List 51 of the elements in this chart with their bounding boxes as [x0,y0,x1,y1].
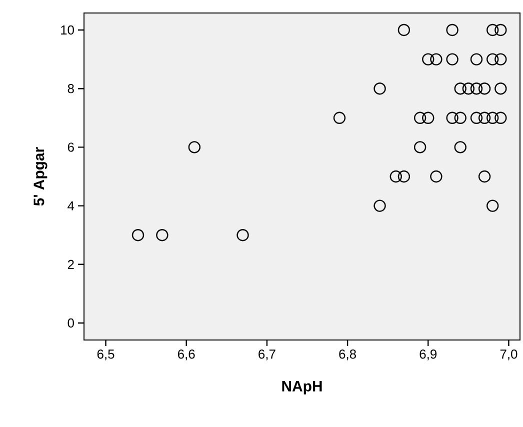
point [470,112,483,124]
point [470,82,483,95]
point [486,112,499,124]
point [446,112,458,124]
point [478,170,491,183]
point [486,24,499,36]
point [374,200,386,212]
point [454,112,466,124]
y-tick-label: 2 [68,260,74,269]
y-tick-label: 8 [68,84,74,94]
point [494,112,507,124]
point [486,200,499,212]
x-tick-label: 6,7 [258,350,276,360]
x-tick-label: 6,6 [178,350,195,360]
y-tick-label: 10 [61,25,74,35]
point [446,53,458,66]
point [132,229,144,242]
point [398,24,410,36]
point [236,229,249,242]
point [478,112,491,124]
point [494,82,507,95]
y-tick-label: 6 [68,142,74,152]
point [494,24,507,36]
point [454,141,466,154]
point [156,229,168,242]
point [398,170,410,183]
x-tick-label: 6,9 [420,350,437,360]
point [486,53,499,66]
point [188,141,201,154]
x-axis-title: NApH [282,381,322,394]
point [446,24,458,36]
point [470,53,483,66]
x-tick-label: 6,8 [339,350,356,360]
point [414,112,426,124]
x-tick-label: 6,5 [97,350,114,360]
point [462,82,475,95]
point [390,170,402,183]
y-axis-title: 5' Apgar [34,147,48,206]
x-tick-label: 7,0 [500,350,518,360]
point [454,82,466,95]
point [414,141,426,154]
point [374,82,386,95]
point [422,112,434,124]
y-tick-label: 0 [68,318,74,328]
point [430,170,442,183]
y-tick-label: 4 [68,201,74,210]
point [422,53,434,66]
point [430,53,442,66]
point [494,53,507,66]
point [333,112,346,124]
point [478,82,491,95]
